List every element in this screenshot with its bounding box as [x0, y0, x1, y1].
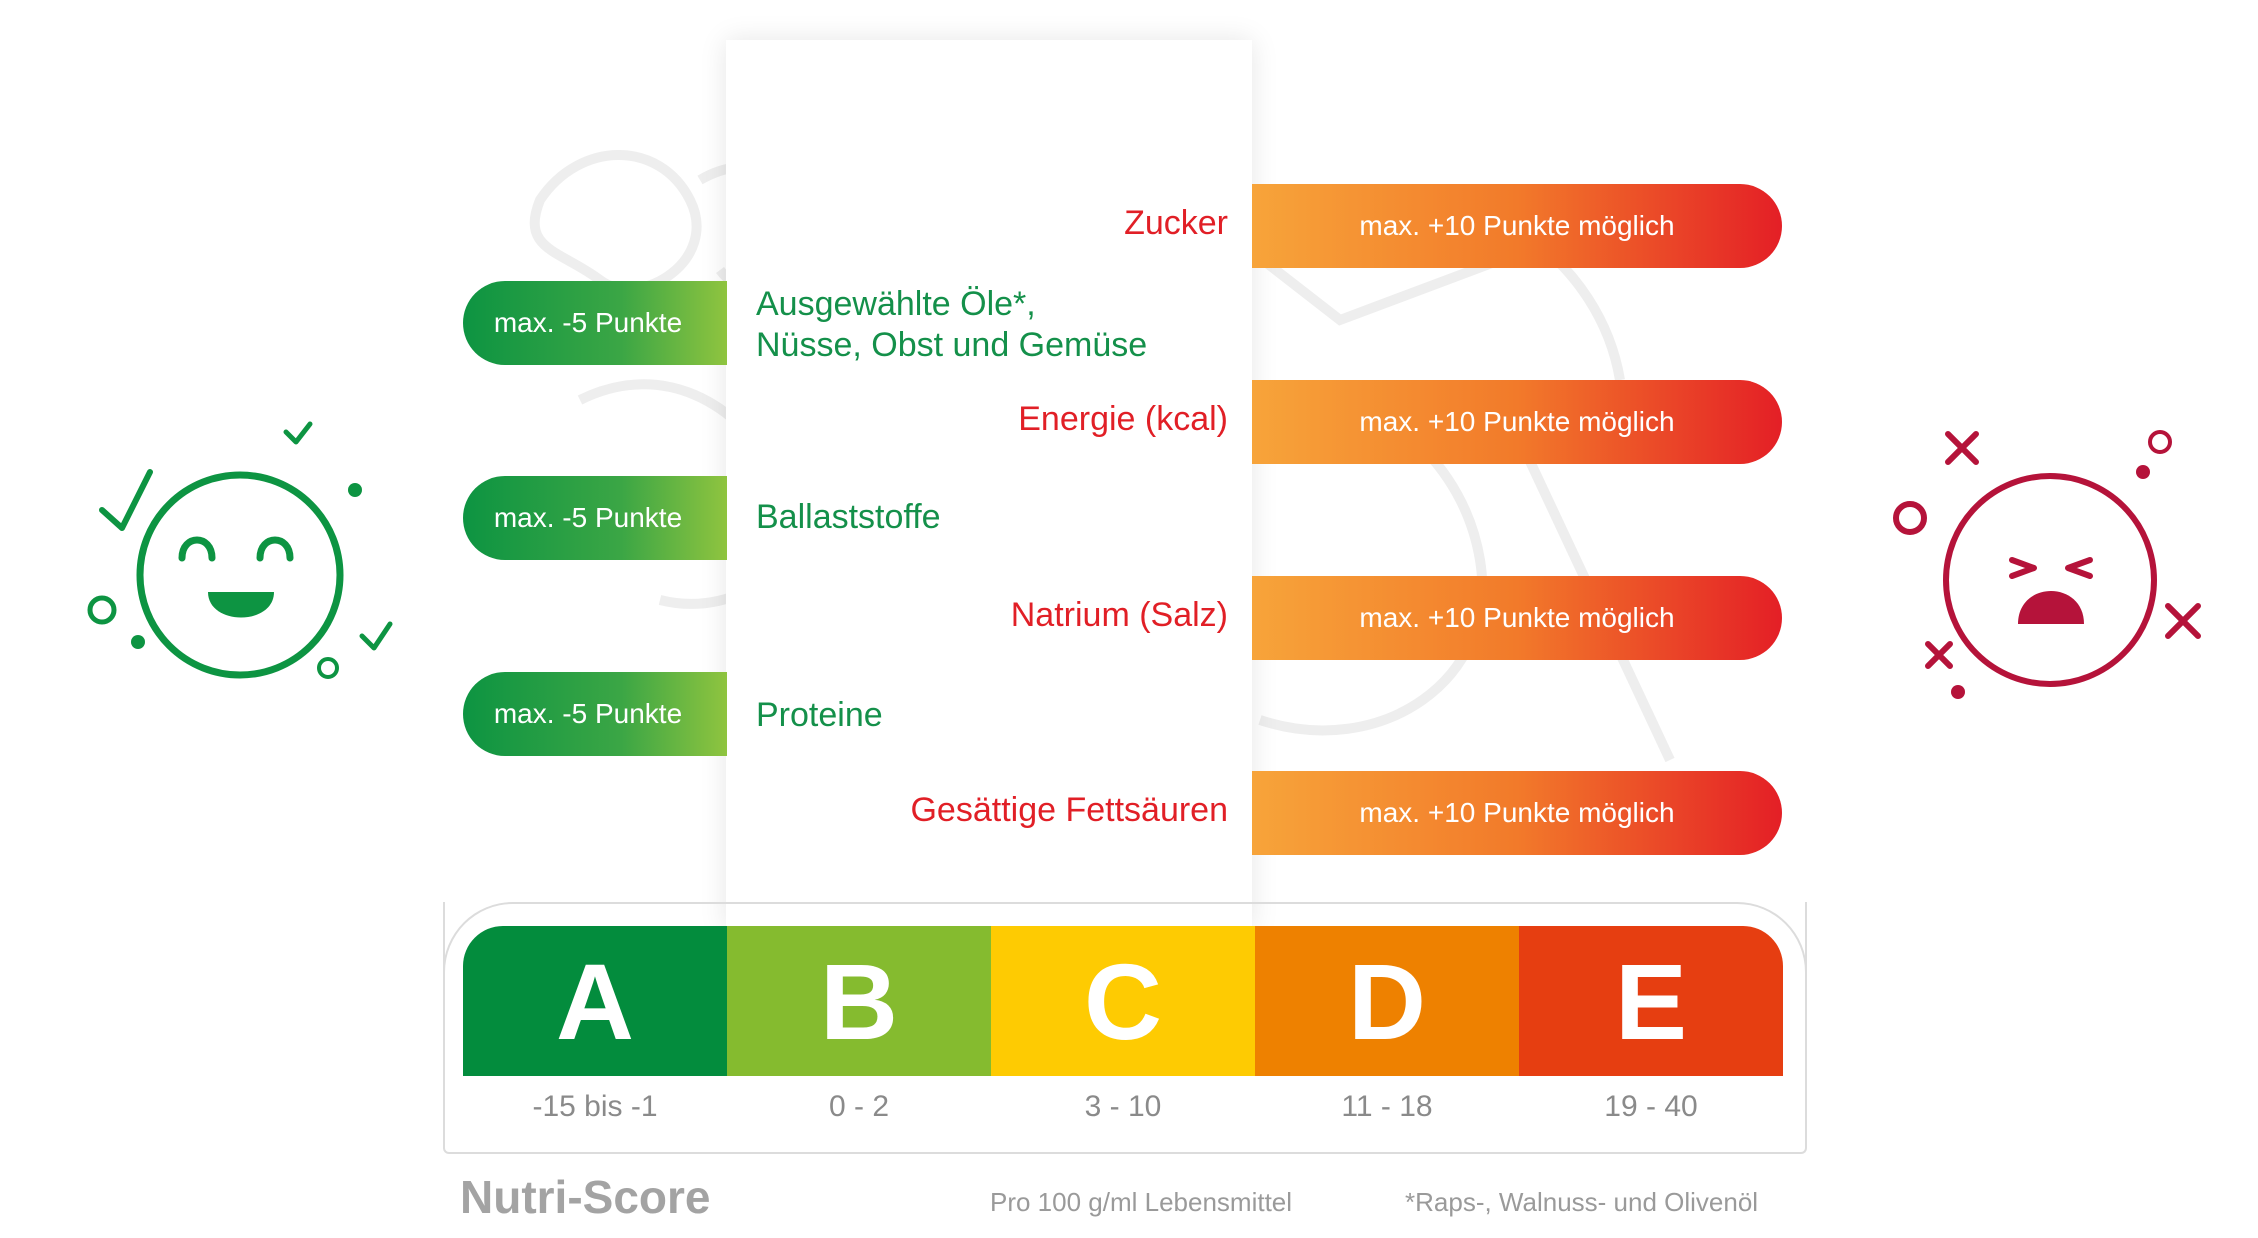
grade-e: E [1519, 926, 1783, 1076]
pill-label: max. -5 Punkte [493, 502, 683, 533]
grade-d: D [1255, 926, 1519, 1076]
center-panel [726, 40, 1252, 930]
grade-c: C [991, 926, 1255, 1076]
label-protein: Proteine [756, 696, 883, 734]
grade-range-c: 3 - 10 [1084, 1090, 1162, 1123]
pill-label: max. -5 Punkte [493, 307, 683, 338]
positive-points-pill-energy: max. +10 Punkte möglich [1252, 380, 1782, 464]
pill-label: max. +10 Punkte möglich [1359, 602, 1675, 633]
negative-points-pill-fiber: max. -5 Punkte [463, 476, 727, 560]
label-oils-nuts-fruit-veg: Ausgewählte Öle*, Nüsse, Obst und Gemüse [756, 284, 1147, 366]
negative-points-pill-protein: max. -5 Punkte [463, 672, 727, 756]
basis-note: Pro 100 g/ml Lebensmittel [990, 1187, 1293, 1217]
score-frame [443, 902, 1807, 1154]
pill-label: max. +10 Punkte möglich [1359, 797, 1675, 828]
grade-range-d: 11 - 18 [1341, 1090, 1433, 1123]
label-line: Nüsse, Obst und Gemüse [756, 326, 1148, 364]
pill-label: max. +10 Punkte möglich [1359, 406, 1675, 437]
nutri-score-title: Nutri-Score [460, 1171, 711, 1223]
positive-points-pill-sodium: max. +10 Punkte möglich [1252, 576, 1782, 660]
grade-range-e: 19 - 40 [1604, 1090, 1698, 1123]
happy-face-icon [87, 421, 393, 679]
label-fiber: Ballaststoffe [756, 498, 941, 536]
score-ranges: -15 bis -1 0 - 2 3 - 10 11 - 18 19 - 40 [463, 1090, 1783, 1130]
grade-b: B [727, 926, 991, 1076]
positive-points-pill-sugar: max. +10 Punkte möglich [1252, 184, 1782, 268]
pill-label: max. +10 Punkte möglich [1359, 210, 1675, 241]
sad-face-icon [1893, 430, 2201, 699]
grade-a: A [463, 926, 727, 1076]
negative-points-pill-oils: max. -5 Punkte [463, 281, 727, 365]
grade-range-a: -15 bis -1 [532, 1090, 658, 1123]
label-saturated-fat: Gesättige Fettsäuren [910, 791, 1228, 829]
positive-points-pill-saturated-fat: max. +10 Punkte möglich [1252, 771, 1782, 855]
grade-range-b: 0 - 2 [828, 1090, 890, 1123]
pill-label: max. -5 Punkte [493, 698, 683, 729]
label-energy: Energie (kcal) [1018, 400, 1228, 438]
label-sodium: Natrium (Salz) [1010, 596, 1228, 634]
oils-footnote: *Raps-, Walnuss- und Olivenöl [1405, 1187, 1759, 1217]
label-line: Ausgewählte Öle*, [756, 285, 1036, 323]
label-sugar: Zucker [1124, 204, 1228, 242]
